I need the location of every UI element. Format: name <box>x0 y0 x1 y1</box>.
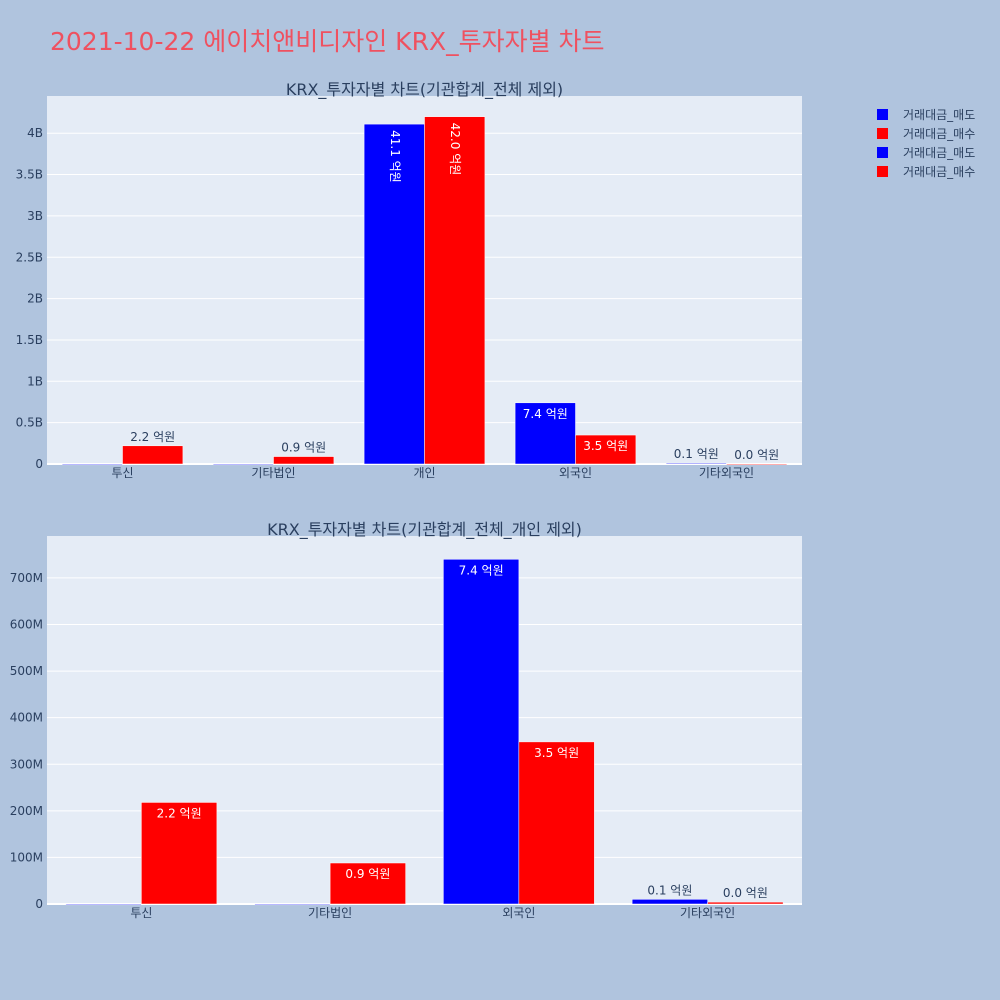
legend-label: 거래대금_매수 <box>903 165 975 179</box>
charts-layer: 0 0.5B 1B 1.5B 2B 2.5B 3B 3.5B 4B KRX_투자자별 차트(기관합… <box>10 80 802 920</box>
legend-label: 거래대금_매도 <box>903 146 975 160</box>
bar-buy[interactable] <box>518 741 595 905</box>
y-tick-label: 0.5B <box>16 416 43 430</box>
y-tick-label: 1B <box>27 374 43 388</box>
y-tick-label: 600M <box>10 618 43 632</box>
y-tick-label: 1.5B <box>16 333 43 347</box>
page-title: 2021-10-22 에이치앤비디자인 KRX_투자자별 차트 <box>50 27 605 56</box>
chart-title: KRX_투자자별 차트(기관합계_전체_개인 제외) <box>267 520 582 540</box>
x-tick-label: 기타법인 <box>251 466 295 480</box>
legend-swatch <box>877 109 888 120</box>
x-tick-label: 외국인 <box>502 906 535 920</box>
data-label: 2.2 억원 <box>130 430 175 444</box>
legend-item[interactable]: 거래대금_매도 <box>877 146 975 160</box>
bar-sell[interactable] <box>65 903 142 906</box>
x-tick-label: 기타법인 <box>308 906 352 920</box>
x-tick-label: 기타외국인 <box>699 466 754 480</box>
y-tick-label: 2.5B <box>16 250 43 264</box>
bar-sell[interactable] <box>665 462 727 465</box>
legend-item[interactable]: 거래대금_매도 <box>877 108 975 122</box>
bar-sell[interactable] <box>61 463 123 466</box>
y-tick-label: 400M <box>10 711 43 725</box>
y-tick-label: 2B <box>27 292 43 306</box>
bar-sell[interactable] <box>631 899 708 905</box>
data-label: 7.4 억원 <box>459 563 504 577</box>
legend-swatch <box>877 166 888 177</box>
data-label: 7.4 억원 <box>523 407 568 421</box>
x-tick-label: 외국인 <box>559 466 592 480</box>
chart-title: KRX_투자자별 차트(기관합계_전체 제외) <box>286 80 563 100</box>
data-label: 0.0 억원 <box>734 448 779 462</box>
legend-label: 거래대금_매도 <box>903 108 975 122</box>
data-label: 0.1 억원 <box>674 447 719 461</box>
legend-swatch <box>877 147 888 158</box>
y-tick-label: 0 <box>35 897 43 911</box>
legend-swatch <box>877 128 888 139</box>
y-tick-label: 100M <box>10 850 43 864</box>
bar-buy[interactable] <box>707 901 784 905</box>
y-tick-label: 500M <box>10 664 43 678</box>
x-tick-label: 기타외국인 <box>680 906 735 920</box>
y-tick-label: 300M <box>10 757 43 771</box>
bar-buy[interactable] <box>273 456 335 465</box>
data-label: 0.9 억원 <box>345 867 390 881</box>
data-label: 0.0 억원 <box>723 886 768 900</box>
y-tick-label: 700M <box>10 571 43 585</box>
legend-label: 거래대금_매수 <box>903 127 975 141</box>
bar-sell[interactable] <box>254 903 331 906</box>
bar-sell[interactable] <box>212 463 274 466</box>
data-label: 0.9 억원 <box>281 441 326 455</box>
y-tick-label: 3.5B <box>16 168 43 182</box>
bar-buy[interactable] <box>726 463 788 465</box>
bar-buy[interactable] <box>575 434 637 465</box>
legend-item[interactable]: 거래대금_매수 <box>877 165 975 179</box>
bar-sell[interactable] <box>363 123 425 465</box>
x-tick-label: 투신 <box>111 466 133 480</box>
x-tick-label: 투신 <box>130 906 152 920</box>
bar-buy[interactable] <box>122 445 184 465</box>
legend-item[interactable]: 거래대금_매수 <box>877 127 975 141</box>
data-label: 3.5 억원 <box>583 439 628 453</box>
y-tick-label: 3B <box>27 209 43 223</box>
data-label: 0.1 억원 <box>647 883 692 897</box>
chart-panel-1: 0 0.5B 1B 1.5B 2B 2.5B 3B 3.5B 4B KRX_투자자별 차트(기관합… <box>16 80 802 480</box>
y-tick-label: 200M <box>10 804 43 818</box>
y-tick-label: 4B <box>27 126 43 140</box>
x-tick-label: 개인 <box>413 466 435 480</box>
data-label: 3.5 억원 <box>534 746 579 760</box>
data-label: 2.2 억원 <box>157 806 202 820</box>
bar-buy[interactable] <box>329 862 406 905</box>
data-label: 42.0 억원 <box>448 123 462 176</box>
y-tick-label: 0 <box>35 457 43 471</box>
chart-panel-2: 0 100M 200M 300M 400M 500M 600M 700M KRX_투자자별 차트… <box>10 520 802 920</box>
bar-sell[interactable] <box>443 559 520 905</box>
bar-sell[interactable] <box>514 402 576 465</box>
data-label: 41.1 억원 <box>388 130 402 183</box>
bar-buy[interactable] <box>424 116 486 465</box>
bar-buy[interactable] <box>141 802 218 905</box>
